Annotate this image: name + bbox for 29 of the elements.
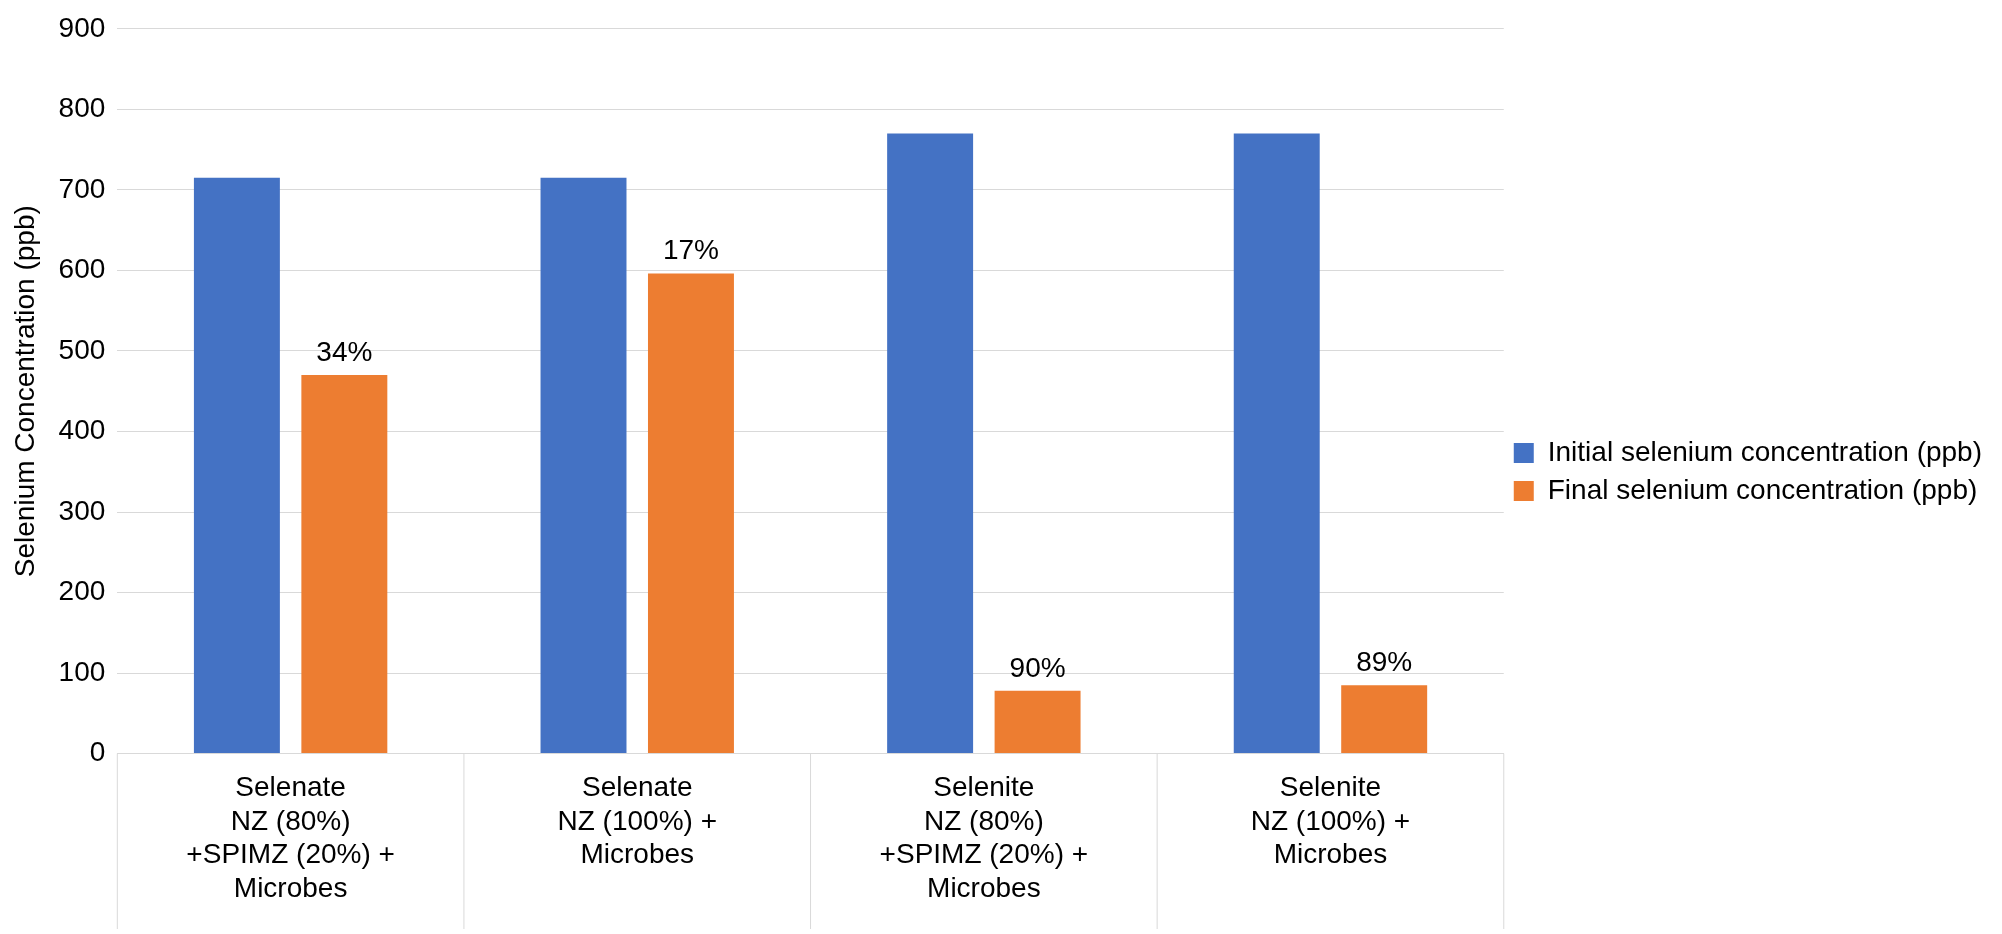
y-tick-label: 100 [58, 655, 106, 687]
x-tick-label: Selenate NZ (100%) + Microbes [557, 771, 717, 870]
legend-label: Initial selenium concentration (ppb) [1547, 435, 1982, 467]
annotation: 90% [1009, 651, 1066, 683]
y-axis-title: Selenium Concentration (ppb) [8, 205, 40, 578]
bar [193, 177, 280, 754]
y-tick-label: 0 [89, 736, 106, 768]
y-tick-label: 900 [58, 11, 106, 43]
annotation: 89% [1356, 645, 1413, 677]
x-tick-label: Selenate NZ (80%) +SPIMZ (20%) + Microbes [186, 771, 395, 903]
y-tick-label: 400 [58, 414, 106, 446]
annotation: 17% [662, 234, 719, 266]
bar [1233, 133, 1320, 754]
bar [301, 375, 388, 754]
bar [647, 273, 734, 754]
bar [540, 177, 627, 754]
x-tick-label: Selenite NZ (100%) + Microbes [1250, 771, 1411, 870]
bar [887, 133, 974, 754]
x-tick-label: Selenite NZ (80%) +SPIMZ (20%) + Microbes [879, 771, 1089, 903]
y-tick-label: 600 [58, 253, 106, 285]
y-tick-label: 700 [58, 172, 106, 204]
y-tick-label: 200 [58, 575, 106, 607]
y-tick-label: 300 [58, 494, 106, 526]
legend-label: Final selenium concentration (ppb) [1547, 473, 1978, 505]
y-tick-label: 500 [58, 333, 106, 365]
annotation: 34% [316, 335, 373, 367]
bar [1341, 685, 1428, 754]
bar [994, 690, 1081, 754]
y-tick-label: 800 [58, 92, 106, 124]
